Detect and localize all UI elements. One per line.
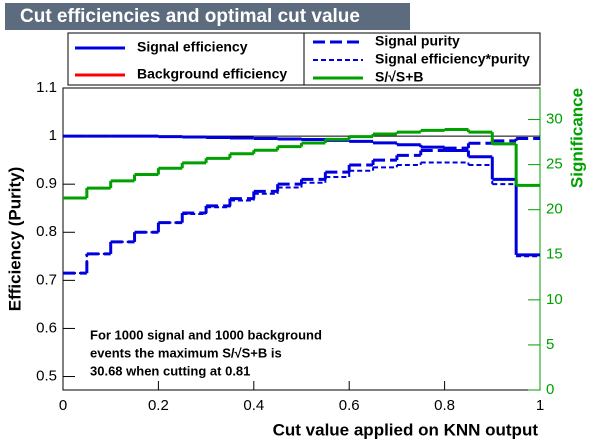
legend-label: S/√S+B bbox=[375, 69, 424, 85]
legend-label: Signal purity bbox=[375, 33, 460, 49]
annotation: For 1000 signal and 1000 background bbox=[90, 327, 322, 342]
y2-axis-label: Significance bbox=[567, 88, 586, 188]
y-tick-label: 1.1 bbox=[36, 79, 57, 96]
y-tick-label: 1 bbox=[49, 127, 57, 144]
x-tick-label: 0.6 bbox=[339, 397, 360, 414]
x-tick-label: 0 bbox=[59, 397, 67, 414]
y2-tick-label: 10 bbox=[546, 291, 563, 308]
y2-tick-label: 0 bbox=[546, 381, 554, 398]
x-tick-label: 0.8 bbox=[434, 397, 455, 414]
y2-tick-label: 25 bbox=[546, 156, 563, 173]
chart-title: Cut efficiencies and optimal cut value bbox=[20, 6, 360, 27]
x-axis-label: Cut value applied on KNN output bbox=[273, 420, 539, 439]
title-box bbox=[5, 3, 410, 30]
y-tick-label: 0.6 bbox=[36, 319, 57, 336]
x-tick-label: 0.2 bbox=[148, 397, 169, 414]
legend-label: Signal efficiency bbox=[137, 39, 248, 55]
y2-tick-label: 30 bbox=[546, 111, 563, 128]
legend-label: Background efficiency bbox=[137, 66, 287, 82]
y-axis-label: Efficiency (Purity) bbox=[5, 167, 24, 312]
y2-tick-label: 15 bbox=[546, 246, 563, 263]
y2-tick-label: 5 bbox=[546, 336, 554, 353]
y-tick-label: 0.8 bbox=[36, 223, 57, 240]
x-tick-label: 0.4 bbox=[243, 397, 264, 414]
annotation: 30.68 when cutting at 0.81 bbox=[90, 363, 250, 378]
y2-tick-label: 20 bbox=[546, 201, 563, 218]
annotation: events the maximum S/√S+B is bbox=[90, 345, 282, 360]
x-tick-label: 1 bbox=[536, 397, 544, 414]
legend-label: Signal efficiency*purity bbox=[375, 51, 530, 67]
y-tick-label: 0.5 bbox=[36, 368, 57, 385]
y-tick-label: 0.9 bbox=[36, 175, 57, 192]
y-tick-label: 0.7 bbox=[36, 271, 57, 288]
